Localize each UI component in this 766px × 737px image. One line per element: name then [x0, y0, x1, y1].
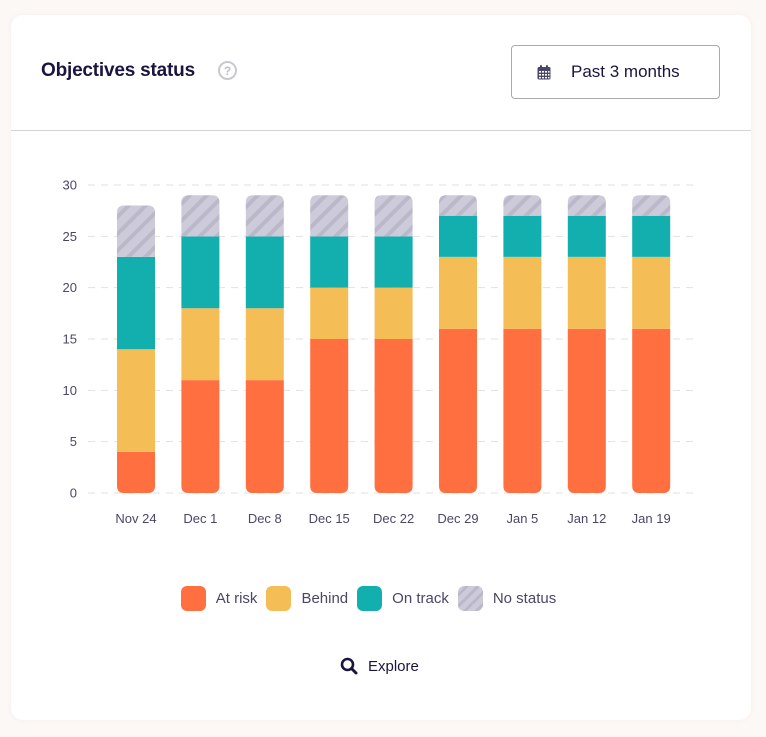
bar-segment-no-status[interactable]	[567, 195, 606, 216]
bar-segment-behind[interactable]	[503, 256, 542, 329]
bar-segment-at-risk[interactable]	[374, 339, 413, 493]
bar-stack[interactable]	[181, 195, 220, 493]
legend-label: On track	[392, 590, 449, 607]
bar-stack[interactable]	[632, 195, 671, 493]
explore-button[interactable]: Explore	[340, 657, 419, 675]
y-tick-label: 20	[63, 280, 77, 295]
x-tick-label: Jan 19	[632, 511, 671, 526]
date-range-label: Past 3 months	[571, 62, 680, 81]
calendar-icon	[537, 65, 551, 80]
bar-segment-behind[interactable]	[117, 349, 155, 452]
explore-label: Explore	[368, 657, 419, 675]
y-tick-label: 25	[63, 229, 77, 244]
legend-label: No status	[492, 590, 557, 607]
legend-item-behind[interactable]: Behind	[266, 586, 348, 611]
objectives-status-card: Objectives status ? Past 3 months 0	[11, 15, 751, 720]
x-tick-label: Dec 29	[437, 511, 478, 526]
bar-segment-on-track[interactable]	[310, 236, 349, 288]
y-tick-label: 10	[63, 383, 77, 398]
legend-swatch	[266, 586, 292, 611]
legend-item-no-status[interactable]: No status	[457, 586, 557, 611]
legend-swatch	[457, 586, 483, 611]
bar-segment-at-risk[interactable]	[567, 328, 606, 493]
bar-segment-no-status[interactable]	[632, 195, 671, 216]
bar-stack[interactable]	[503, 195, 542, 493]
legend-label: At risk	[215, 590, 258, 607]
date-range-button[interactable]: Past 3 months	[511, 45, 720, 99]
x-tick-label: Dec 8	[248, 511, 282, 526]
bar-segment-no-status[interactable]	[310, 195, 349, 237]
y-tick-label: 5	[70, 434, 77, 449]
bar-stack[interactable]	[567, 195, 606, 493]
bar-stack[interactable]	[310, 195, 349, 493]
chart-legend: At risk Behind On track No status	[3, 586, 743, 611]
x-tick-label: Dec 1	[183, 511, 217, 526]
search-icon	[340, 657, 358, 675]
legend-swatch	[180, 586, 206, 611]
y-tick-label: 30	[63, 178, 77, 193]
bar-segment-on-track[interactable]	[117, 256, 155, 350]
bar-segment-on-track[interactable]	[181, 236, 220, 309]
bar-segment-no-status[interactable]	[181, 195, 220, 237]
bar-segment-at-risk[interactable]	[117, 451, 155, 493]
bar-segment-behind[interactable]	[439, 256, 477, 329]
bar-segment-on-track[interactable]	[567, 215, 606, 257]
bar-segment-no-status[interactable]	[374, 195, 413, 237]
bar-segment-at-risk[interactable]	[310, 339, 349, 493]
bar-segment-at-risk[interactable]	[439, 328, 477, 493]
bar-segment-at-risk[interactable]	[503, 328, 542, 493]
y-tick-label: 15	[63, 332, 77, 347]
bar-segment-behind[interactable]	[567, 256, 606, 329]
bar-segment-no-status[interactable]	[439, 195, 477, 216]
stacked-bar-chart: 0 5 10 15 20 25 30 Nov 24 Dec 1 Dec 8 Dec 15 Dec 2…	[63, 178, 697, 526]
legend-item-at-risk[interactable]: At risk	[180, 586, 258, 611]
bar-segment-on-track[interactable]	[374, 236, 413, 288]
bar-segment-no-status[interactable]	[117, 205, 155, 257]
bar-segment-no-status[interactable]	[503, 195, 542, 216]
bar-segment-on-track[interactable]	[503, 215, 542, 257]
bar-segment-at-risk[interactable]	[632, 328, 671, 493]
bar-segment-behind[interactable]	[181, 308, 220, 381]
y-tick-label: 0	[70, 486, 77, 501]
bar-stack[interactable]	[117, 205, 155, 493]
legend-label: Behind	[301, 590, 349, 607]
bar-segment-at-risk[interactable]	[181, 380, 220, 493]
bar-segment-on-track[interactable]	[439, 215, 477, 257]
bar-segment-no-status[interactable]	[245, 195, 284, 237]
bar-segment-behind[interactable]	[310, 287, 349, 339]
bar-segment-on-track[interactable]	[245, 236, 284, 309]
card-header: Objectives status ? Past 3 months	[11, 15, 751, 131]
question-circle-icon[interactable]: ?	[218, 61, 237, 80]
bar-segment-behind[interactable]	[374, 287, 413, 339]
bar-stack[interactable]	[245, 195, 284, 493]
x-tick-label: Jan 5	[506, 511, 538, 526]
bar-stack[interactable]	[374, 195, 413, 493]
bar-segment-on-track[interactable]	[632, 215, 671, 257]
legend-item-on-track[interactable]: On track	[357, 586, 449, 611]
x-tick-label: Jan 12	[567, 511, 606, 526]
bar-segment-at-risk[interactable]	[245, 380, 284, 493]
bar-segment-behind[interactable]	[245, 308, 284, 381]
x-tick-label: Dec 22	[373, 511, 414, 526]
legend-swatch	[357, 586, 383, 611]
card-title: Objectives status	[41, 60, 195, 81]
bar-stack[interactable]	[439, 195, 477, 493]
bar-segment-behind[interactable]	[632, 256, 671, 329]
x-tick-label: Dec 15	[309, 511, 350, 526]
x-tick-label: Nov 24	[115, 511, 156, 526]
